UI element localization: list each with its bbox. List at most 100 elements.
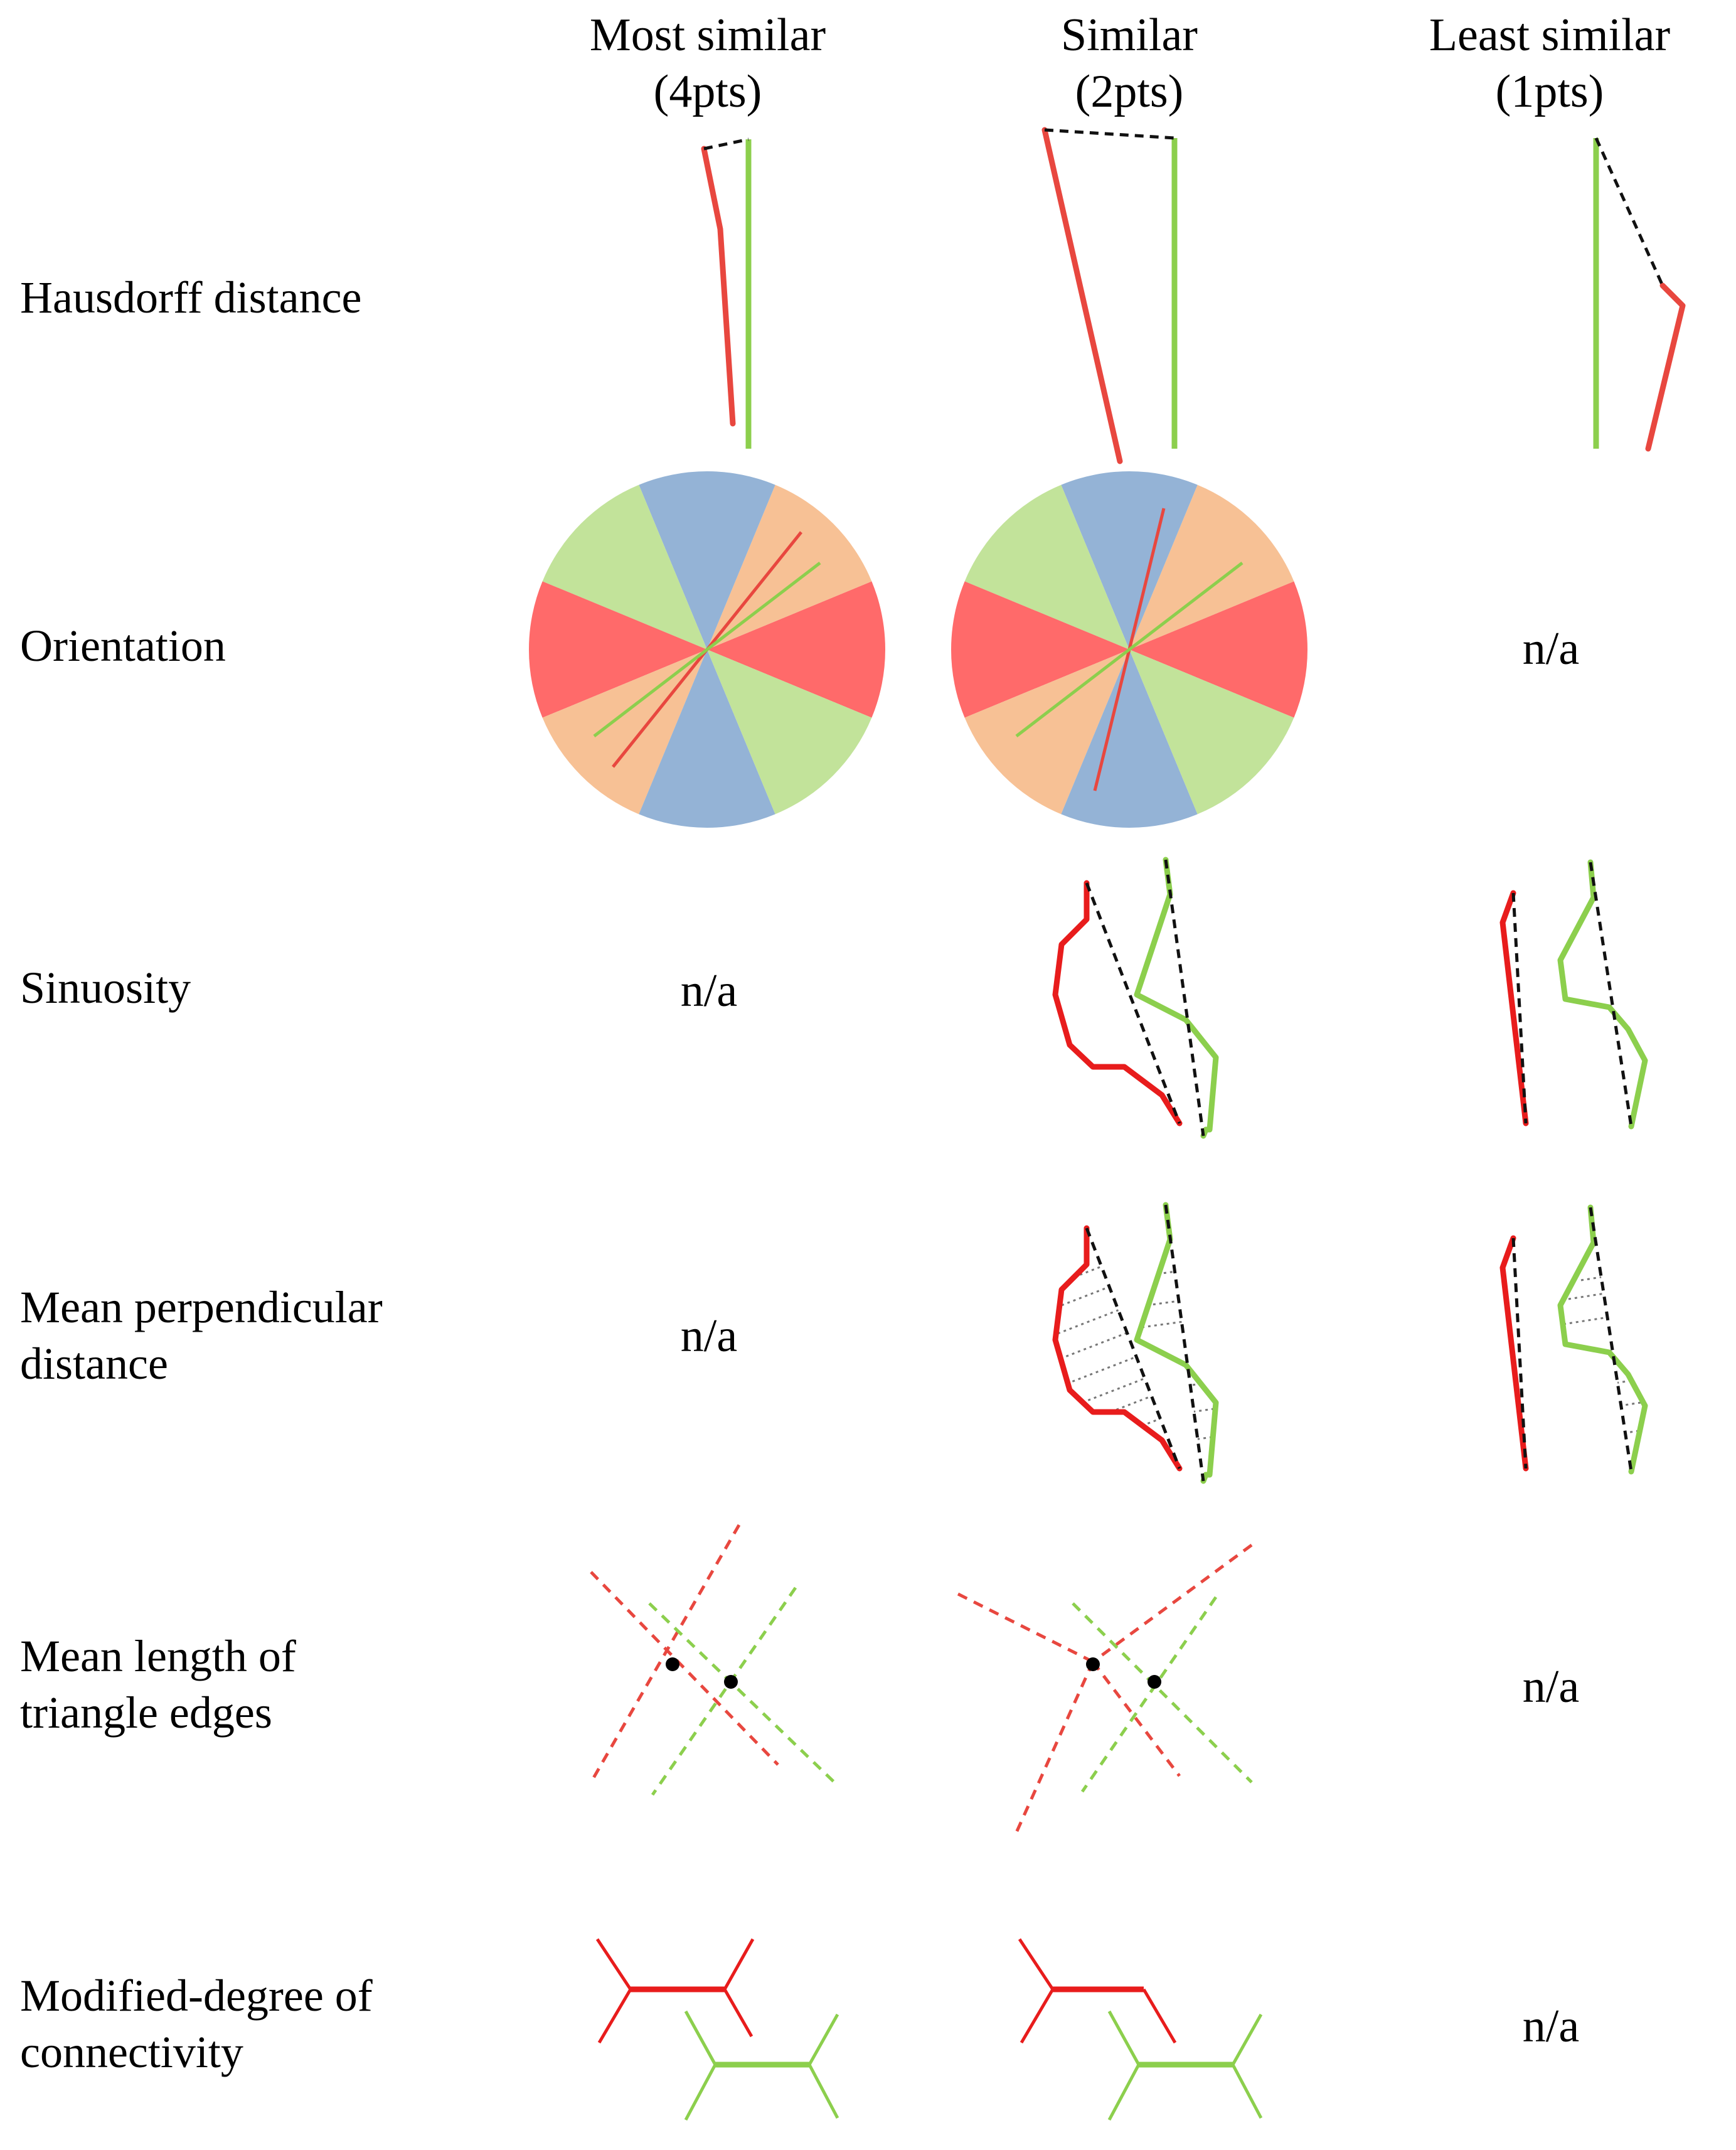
wheel-sector [529, 581, 707, 718]
row-label-mean-perpendicular: Mean perpendicular [20, 1282, 383, 1332]
perpendicular-tick [1060, 1332, 1128, 1360]
perpendicular-tick [1157, 1270, 1175, 1275]
perpendicular-tick [1141, 1320, 1182, 1329]
connectivity-most-similar [595, 1938, 839, 2121]
perpendicular-tick [1146, 1300, 1180, 1307]
wheel-sector [639, 650, 775, 828]
red-line [1645, 282, 1686, 452]
header-least-similar-points: (1pts) [1496, 66, 1604, 117]
red-line [1052, 1225, 1183, 1472]
row-label-hausdorff: Hausdorff distance [20, 272, 362, 323]
red-junction-graph [595, 1938, 755, 2044]
row-label-connectivity: Modified-degree of [20, 1971, 373, 2021]
green-dashed-edge [1080, 1596, 1218, 1793]
row-label-connectivity-2: connectivity [20, 2027, 243, 2077]
row-label-sinuosity: Sinuosity [20, 963, 191, 1013]
triangle-edges-most-similar [589, 1524, 839, 1796]
perpendicular-tick [1568, 1292, 1604, 1300]
orientation-wheel [529, 471, 885, 828]
red-junction-graph [1018, 1938, 1177, 2044]
green-line [1557, 859, 1648, 1130]
red-baseline-dashed [1511, 892, 1528, 1124]
perpendicular-similar [1052, 1202, 1219, 1484]
orientation-similar [951, 471, 1307, 828]
header-similar: Similar [1061, 9, 1198, 61]
na-orientation-least: n/a [1523, 623, 1579, 675]
perpendicular-tick [1563, 1316, 1608, 1325]
row-label-triangle-edges-2: triangle edges [20, 1687, 272, 1738]
green-orientation-line [1015, 562, 1243, 737]
row-label-orientation: Orientation [20, 621, 226, 671]
hausdorff-dashed-line [703, 137, 749, 151]
row-labels: Hausdorff distance Orientation Sinuosity… [20, 272, 383, 2077]
hausdorff-similar [1041, 127, 1178, 464]
red-baseline-dashed [1085, 1227, 1181, 1469]
triangle-edges-similar [957, 1543, 1253, 1834]
wheel-sector [1129, 484, 1294, 650]
red-dashed-edge [957, 1592, 1094, 1664]
hausdorff-dashed-line [1044, 128, 1175, 140]
green-baseline-dashed [1589, 1207, 1633, 1472]
na-cells: n/a n/a n/a n/a n/a [681, 623, 1579, 2052]
column-headers: Most similar (4pts) Similar (2pts) Least… [590, 9, 1670, 117]
wheel-sector [707, 650, 872, 815]
header-least-similar: Least similar [1429, 9, 1670, 61]
green-dashed-edge [648, 1602, 839, 1787]
red-baseline-dashed [1511, 1238, 1528, 1469]
wheel-sector [1129, 581, 1307, 718]
orientation-most-similar [529, 471, 885, 828]
red-dashed-edge [1092, 1543, 1253, 1664]
red-dashed-edge [1092, 1661, 1181, 1777]
wheel-sector [639, 471, 775, 650]
green-node [724, 1675, 738, 1689]
wheel-sector [964, 650, 1129, 815]
perpendicular-tick [1193, 1408, 1215, 1413]
perpendicular-tick [1625, 1430, 1639, 1434]
red-dashed-edge [590, 1571, 779, 1766]
red-node [1086, 1657, 1100, 1671]
row-label-triangle-edges: Mean length of [20, 1631, 296, 1681]
green-baseline-dashed [1164, 859, 1205, 1137]
header-most-similar: Most similar [590, 9, 826, 61]
green-junction-graph [1107, 2010, 1263, 2121]
red-baseline-dashed [1085, 882, 1181, 1124]
green-orientation-line [593, 562, 821, 737]
perpendicular-tick [1061, 1286, 1110, 1307]
perpendicular-tick [1066, 1356, 1137, 1385]
green-line [1134, 1202, 1219, 1484]
red-line [701, 146, 736, 427]
hausdorff-least-similar [1593, 137, 1686, 452]
row-label-mean-perpendicular-2: distance [20, 1339, 168, 1389]
green-line [1557, 1204, 1648, 1475]
na-triangle-least: n/a [1523, 1661, 1579, 1713]
green-line [1134, 857, 1219, 1139]
hausdorff-dashed-line [1594, 137, 1664, 287]
perpendicular-tick [1580, 1276, 1602, 1281]
red-line [1052, 880, 1183, 1126]
na-connectivity-least: n/a [1523, 2001, 1579, 2052]
red-dashed-edge [1014, 1661, 1095, 1834]
red-node [666, 1657, 679, 1671]
perpendicular-tick [1073, 1265, 1102, 1278]
red-dashed-edge [589, 1524, 741, 1784]
green-perpendicular-ticks [1563, 1276, 1641, 1434]
green-junction-graph [684, 2010, 839, 2121]
green-dashed-edge [651, 1586, 797, 1796]
wheel-sector [542, 650, 707, 815]
red-line [1041, 127, 1123, 464]
perpendicular-tick [1082, 1377, 1146, 1404]
wheel-sector [964, 484, 1129, 650]
wheel-sector [951, 581, 1129, 718]
na-perpendicular-most: n/a [681, 1310, 737, 1362]
red-line [1499, 890, 1529, 1126]
header-most-similar-points: (4pts) [654, 66, 762, 117]
green-node [1148, 1675, 1161, 1689]
red-line [1499, 1235, 1529, 1472]
perpendicular-tick [1057, 1309, 1119, 1335]
perpendicular-tick [1197, 1436, 1213, 1440]
wheel-sector [707, 484, 872, 650]
header-similar-points: (2pts) [1075, 66, 1184, 117]
wheel-sector [707, 581, 885, 718]
sinuosity-least-similar [1499, 859, 1648, 1130]
green-dashed-edge [1072, 1602, 1253, 1784]
